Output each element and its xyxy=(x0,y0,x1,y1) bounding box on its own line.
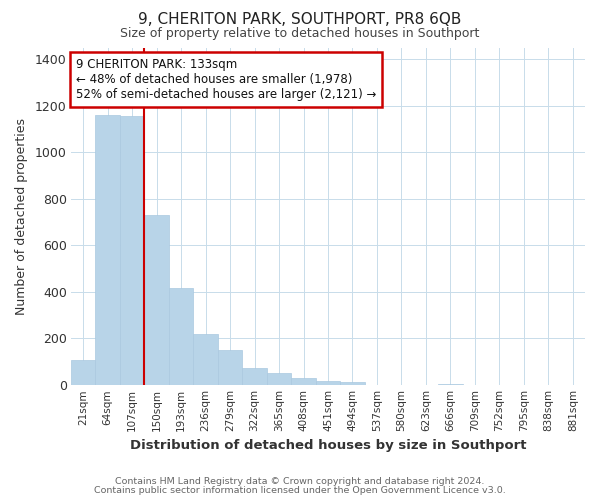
Bar xyxy=(316,380,340,385)
Bar xyxy=(71,360,95,385)
Bar xyxy=(95,115,120,385)
Bar xyxy=(242,368,267,385)
Bar xyxy=(267,373,291,385)
Y-axis label: Number of detached properties: Number of detached properties xyxy=(15,118,28,314)
Text: 9, CHERITON PARK, SOUTHPORT, PR8 6QB: 9, CHERITON PARK, SOUTHPORT, PR8 6QB xyxy=(139,12,461,28)
Bar xyxy=(438,384,463,385)
Bar xyxy=(169,288,193,385)
X-axis label: Distribution of detached houses by size in Southport: Distribution of detached houses by size … xyxy=(130,440,526,452)
Bar xyxy=(291,378,316,385)
Bar xyxy=(145,215,169,385)
Text: Contains HM Land Registry data © Crown copyright and database right 2024.: Contains HM Land Registry data © Crown c… xyxy=(115,477,485,486)
Bar xyxy=(193,334,218,385)
Bar xyxy=(218,350,242,385)
Bar xyxy=(120,116,145,385)
Text: Size of property relative to detached houses in Southport: Size of property relative to detached ho… xyxy=(121,28,479,40)
Text: 9 CHERITON PARK: 133sqm
← 48% of detached houses are smaller (1,978)
52% of semi: 9 CHERITON PARK: 133sqm ← 48% of detache… xyxy=(76,58,377,100)
Text: Contains public sector information licensed under the Open Government Licence v3: Contains public sector information licen… xyxy=(94,486,506,495)
Bar xyxy=(340,382,365,385)
